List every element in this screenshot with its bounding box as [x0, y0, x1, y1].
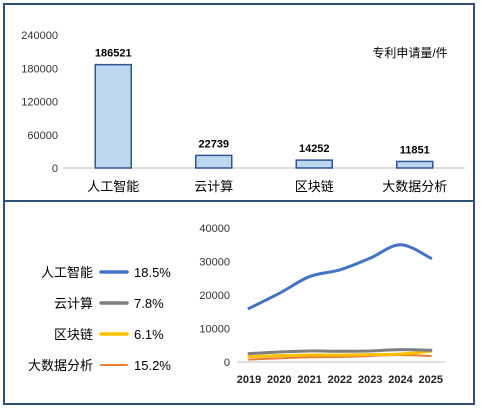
legend-rate: 6.1%: [134, 327, 164, 342]
x-tick-label: 2023: [358, 374, 382, 386]
bar-chart-panel: 240000 180000 120000 60000 0 186521 人工智能 22739 云…: [3, 3, 475, 203]
legend-rate: 18.5%: [134, 265, 171, 280]
series-line-2: [247, 348, 433, 356]
line-chart-panel: 40000 30000 20000 10000 0 2019 2020 2021 2022 202…: [3, 200, 475, 405]
x-tick-label: 2025: [419, 374, 443, 386]
bar-2: [195, 154, 233, 169]
y-tick-label: 180000: [21, 63, 58, 75]
bar-1: [94, 63, 132, 169]
series-line-3: [247, 349, 433, 359]
legend-label: 人工智能: [41, 265, 93, 280]
x-tick-label: 2024: [388, 374, 413, 386]
x-tick-label: 2019: [237, 374, 261, 386]
x-tick-label: 2020: [267, 374, 291, 386]
y-tick-label: 30000: [199, 257, 230, 269]
x-tick-label: 2022: [328, 374, 352, 386]
y-tick-label: 40000: [199, 223, 230, 235]
category-label: 区块链: [295, 179, 334, 194]
bar-value-label: 186521: [95, 48, 132, 60]
legend-label: 区块链: [54, 327, 93, 342]
y-tick-label: 10000: [199, 324, 230, 336]
bar-chart: 240000 180000 120000 60000 0 186521 人工智能 22739 云…: [21, 30, 465, 194]
unit-annotation: 专利申请量/件: [372, 45, 447, 60]
legend-label: 大数据分析: [28, 358, 93, 373]
bar-value-label: 14252: [299, 143, 330, 155]
y-tick-label: 240000: [21, 30, 58, 42]
y-tick-label: 60000: [27, 130, 58, 142]
y-tick-label: 20000: [199, 290, 230, 302]
y-tick-label: 0: [52, 163, 58, 175]
y-tick-label: 0: [224, 357, 230, 369]
x-tick-label: 2021: [297, 374, 321, 386]
category-label: 云计算: [194, 179, 233, 194]
series-line-1: [247, 243, 433, 310]
category-label: 人工智能: [87, 179, 139, 194]
bar-value-label: 11851: [400, 144, 430, 156]
category-label: 大数据分析: [382, 179, 447, 194]
bar-4: [396, 160, 434, 169]
bar-value-label: 22739: [198, 138, 229, 150]
y-tick-label: 120000: [21, 97, 58, 109]
bar-3: [295, 159, 333, 169]
line-chart: 40000 30000 20000 10000 0 2019 2020 2021 2022 202…: [28, 223, 445, 386]
legend-label: 云计算: [54, 296, 93, 311]
legend-rate: 7.8%: [134, 296, 164, 311]
legend-rate: 15.2%: [134, 358, 171, 373]
